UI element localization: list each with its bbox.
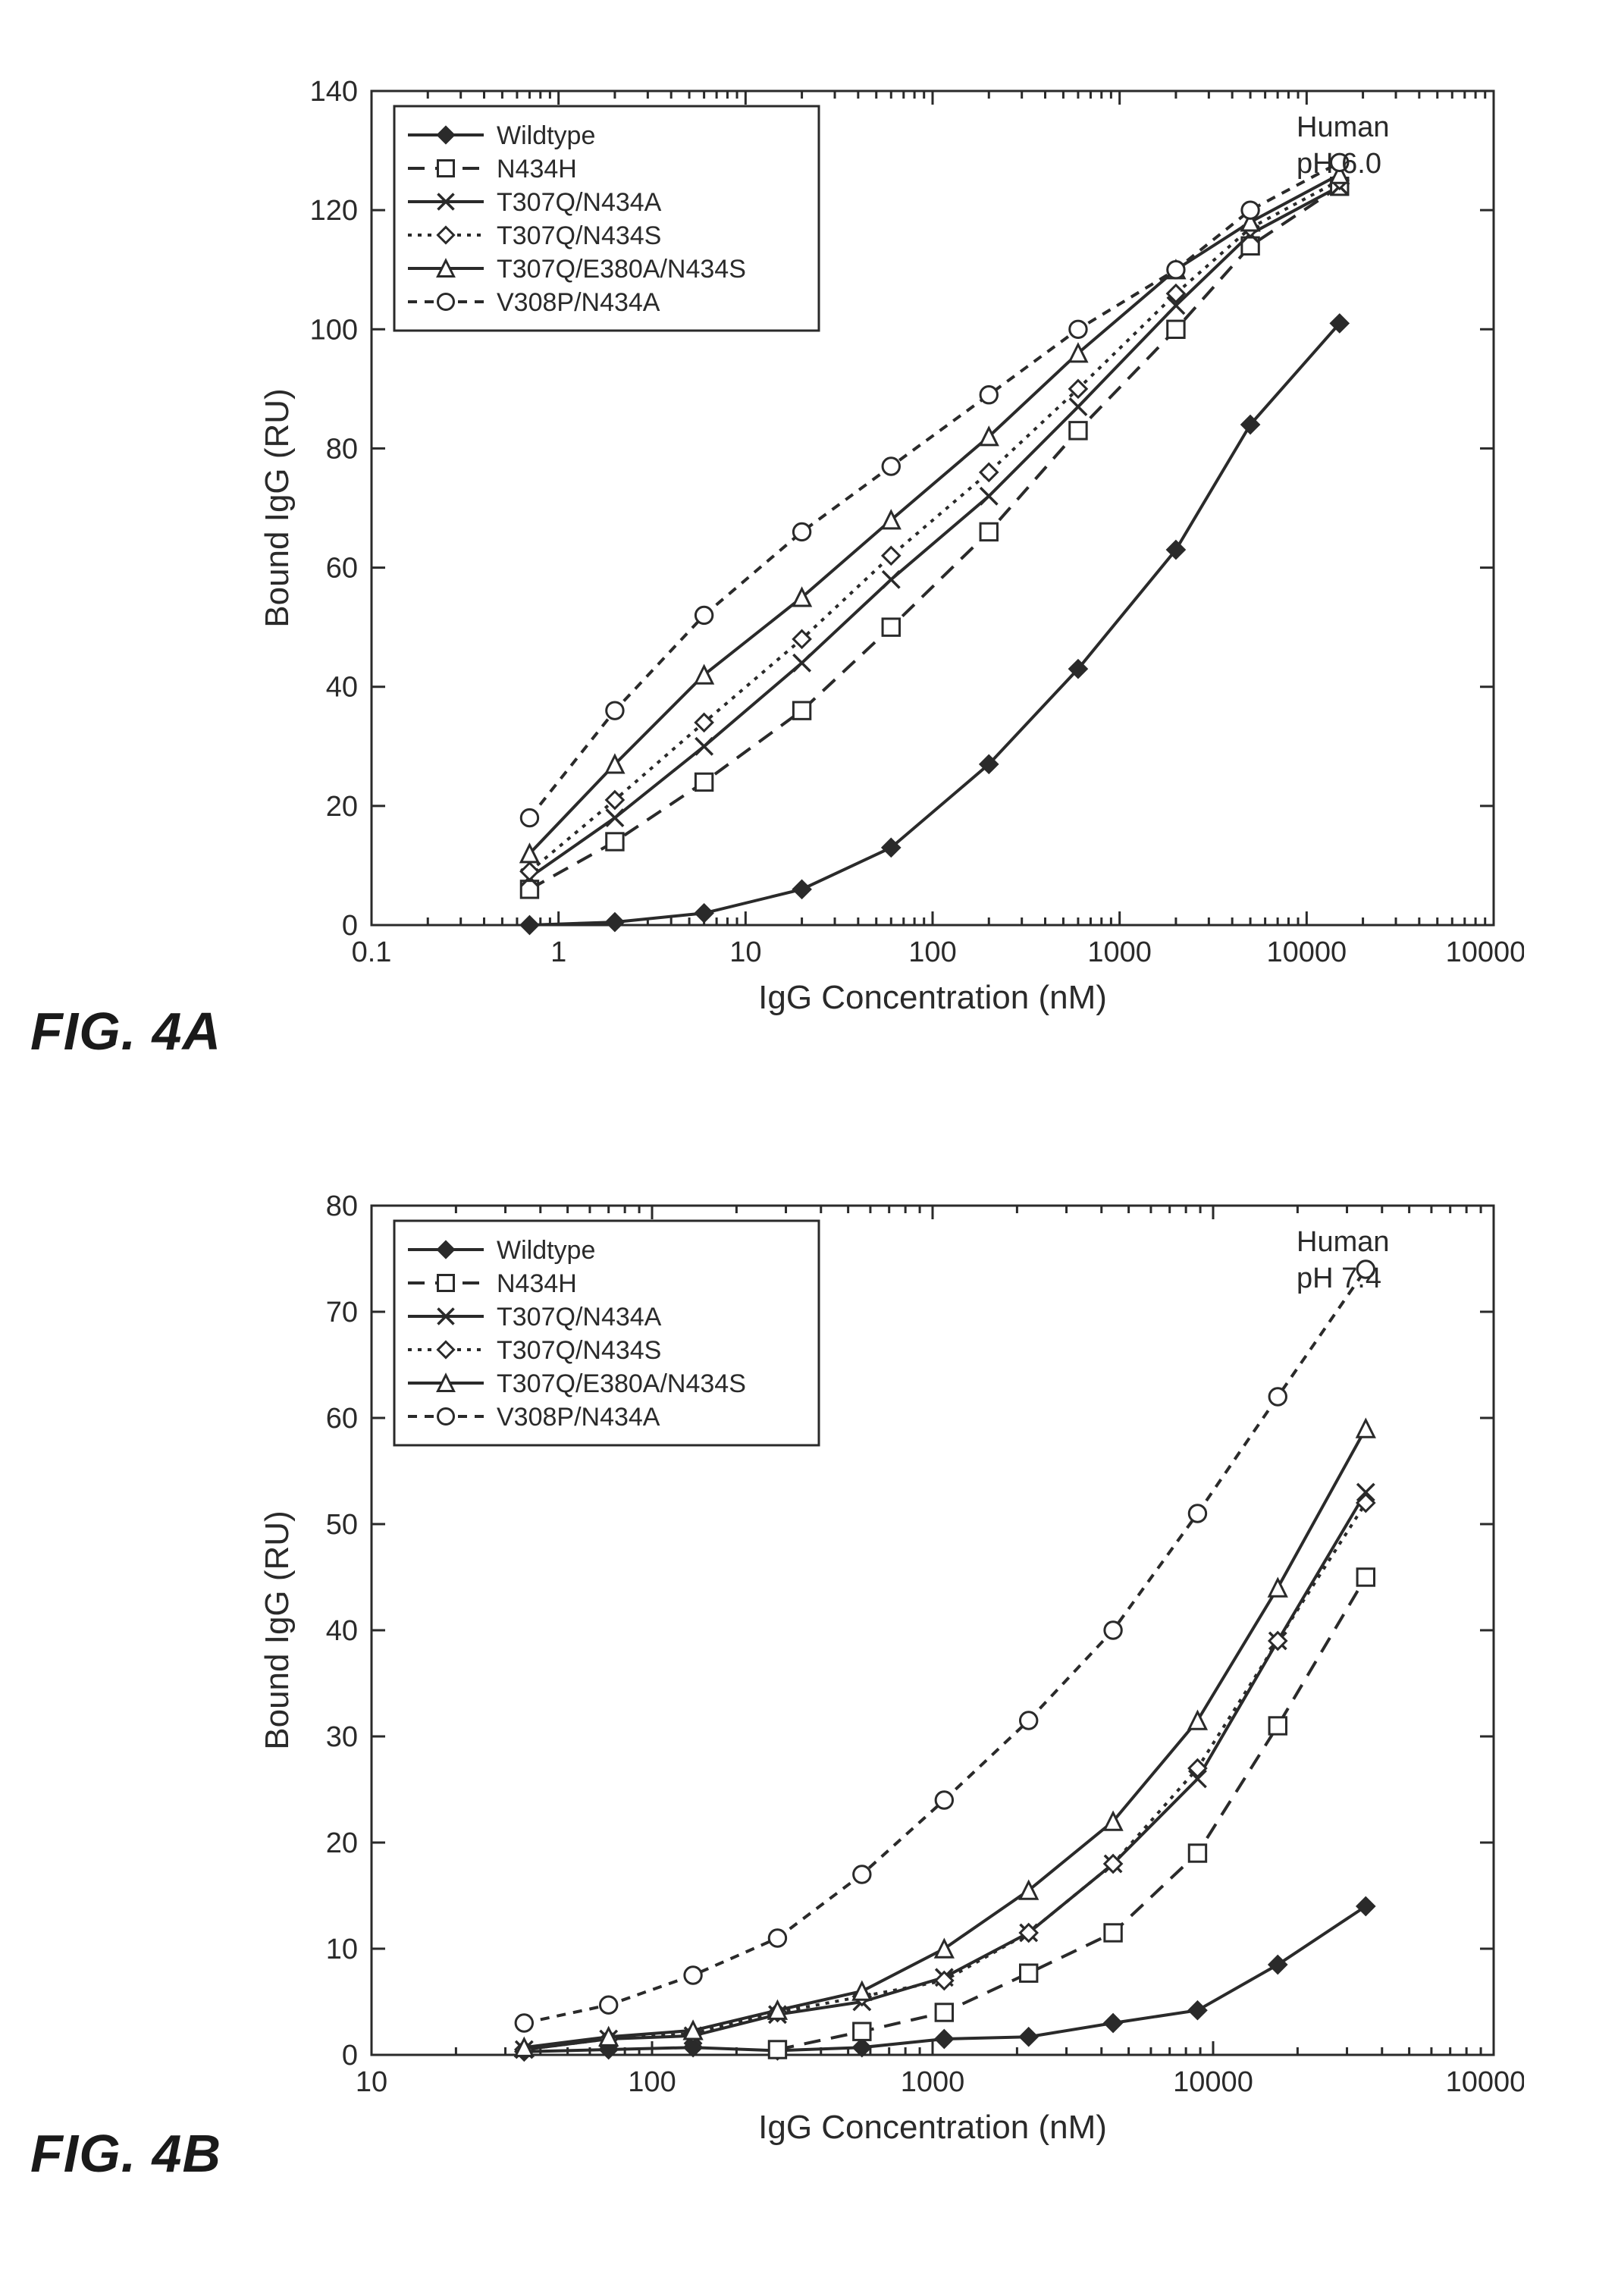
svg-text:IgG Concentration (nM): IgG Concentration (nM) bbox=[758, 2109, 1107, 2146]
svg-text:20: 20 bbox=[326, 791, 358, 823]
svg-text:100000: 100000 bbox=[1446, 936, 1524, 968]
svg-text:IgG Concentration (nM): IgG Concentration (nM) bbox=[758, 979, 1107, 1016]
svg-text:10: 10 bbox=[356, 2066, 387, 2098]
svg-text:80: 80 bbox=[326, 1190, 358, 1222]
svg-text:80: 80 bbox=[326, 433, 358, 465]
svg-text:Wildtype: Wildtype bbox=[497, 1236, 595, 1265]
page-root: 0204060801001201400.11101001000100001000… bbox=[0, 0, 1618, 2296]
svg-text:Human: Human bbox=[1297, 111, 1390, 143]
svg-text:1000: 1000 bbox=[901, 2066, 965, 2098]
chart-panel-a: 0204060801001201400.11101001000100001000… bbox=[235, 68, 1524, 1039]
svg-text:1000: 1000 bbox=[1087, 936, 1152, 968]
svg-text:100: 100 bbox=[628, 2066, 676, 2098]
svg-text:T307Q/E380A/N434S: T307Q/E380A/N434S bbox=[497, 1369, 746, 1398]
svg-text:T307Q/N434A: T307Q/N434A bbox=[497, 188, 662, 217]
svg-text:60: 60 bbox=[326, 553, 358, 585]
svg-text:V308P/N434A: V308P/N434A bbox=[497, 288, 660, 317]
svg-text:N434H: N434H bbox=[497, 1269, 577, 1298]
svg-text:50: 50 bbox=[326, 1509, 358, 1541]
svg-text:30: 30 bbox=[326, 1721, 358, 1753]
svg-text:10000: 10000 bbox=[1173, 2066, 1253, 2098]
svg-text:pH 7.4: pH 7.4 bbox=[1297, 1262, 1381, 1294]
svg-text:60: 60 bbox=[326, 1403, 358, 1435]
svg-text:100: 100 bbox=[908, 936, 956, 968]
svg-text:10: 10 bbox=[326, 1934, 358, 1965]
svg-text:1: 1 bbox=[550, 936, 566, 968]
svg-text:100000: 100000 bbox=[1446, 2066, 1524, 2098]
chart-b-svg: 0102030405060708010100100010000100000IgG… bbox=[235, 1183, 1524, 2169]
svg-text:Bound IgG (RU): Bound IgG (RU) bbox=[259, 388, 296, 627]
svg-text:Human: Human bbox=[1297, 1226, 1390, 1258]
svg-text:V308P/N434A: V308P/N434A bbox=[497, 1403, 660, 1432]
svg-text:0.1: 0.1 bbox=[352, 936, 392, 968]
svg-text:70: 70 bbox=[326, 1297, 358, 1328]
svg-text:10000: 10000 bbox=[1266, 936, 1347, 968]
svg-text:100: 100 bbox=[310, 314, 358, 346]
svg-text:T307Q/N434S: T307Q/N434S bbox=[497, 221, 661, 250]
svg-text:20: 20 bbox=[326, 1827, 358, 1859]
chart-a-svg: 0204060801001201400.11101001000100001000… bbox=[235, 68, 1524, 1039]
figure-4a-label: FIG. 4A bbox=[30, 1001, 221, 1062]
svg-text:Bound IgG (RU): Bound IgG (RU) bbox=[259, 1510, 296, 1749]
svg-text:T307Q/N434A: T307Q/N434A bbox=[497, 1303, 662, 1331]
svg-text:40: 40 bbox=[326, 1615, 358, 1647]
svg-text:T307Q/N434S: T307Q/N434S bbox=[497, 1336, 661, 1365]
chart-panel-b: 0102030405060708010100100010000100000IgG… bbox=[235, 1183, 1524, 2169]
figure-4b-label: FIG. 4B bbox=[30, 2123, 221, 2184]
svg-text:120: 120 bbox=[310, 195, 358, 227]
svg-text:pH 6.0: pH 6.0 bbox=[1297, 148, 1381, 180]
svg-text:N434H: N434H bbox=[497, 155, 577, 183]
svg-text:10: 10 bbox=[729, 936, 761, 968]
svg-text:T307Q/E380A/N434S: T307Q/E380A/N434S bbox=[497, 255, 746, 284]
svg-text:40: 40 bbox=[326, 672, 358, 704]
svg-text:140: 140 bbox=[310, 76, 358, 108]
svg-text:Wildtype: Wildtype bbox=[497, 121, 595, 150]
